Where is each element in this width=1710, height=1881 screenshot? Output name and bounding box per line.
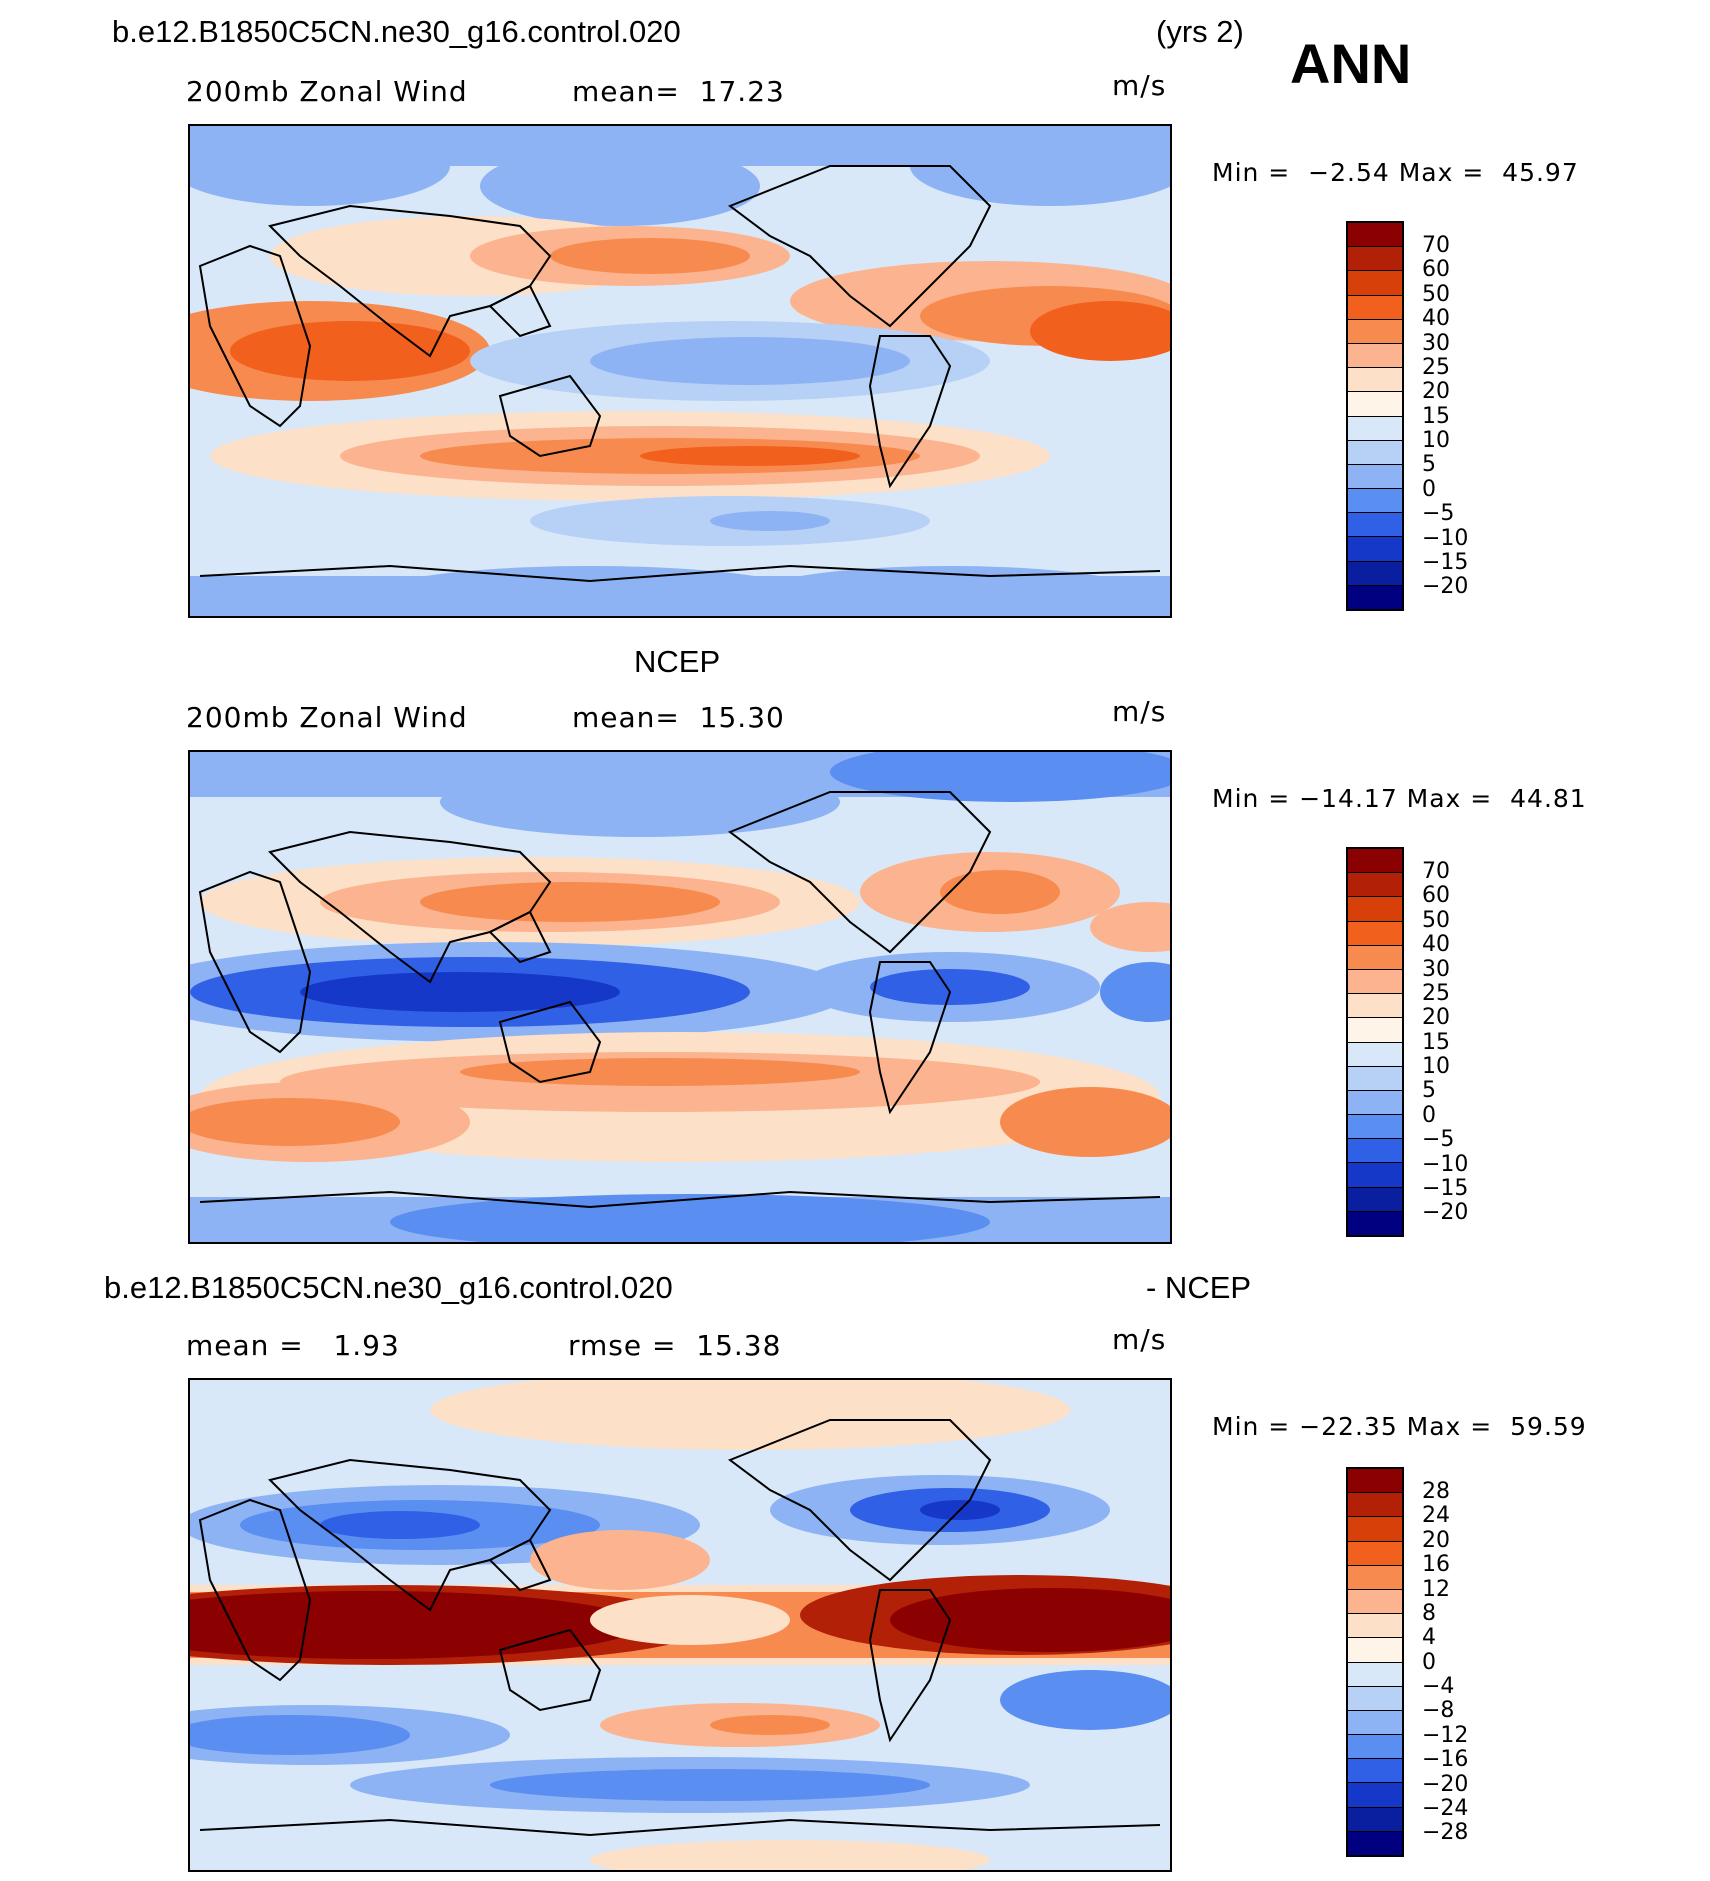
cbar-tick: 28 — [1422, 1479, 1450, 1504]
cbar-tick: −12 — [1422, 1722, 1469, 1748]
cbar-tick: −10 — [1422, 1151, 1469, 1177]
panel2-title: NCEP — [634, 644, 721, 679]
cbar-tick: −16 — [1422, 1747, 1469, 1773]
cbar-tick: −20 — [1422, 1200, 1469, 1226]
panel3-mean-label: mean = 1.93 — [186, 1329, 400, 1362]
cbar-tick: −15 — [1422, 1175, 1469, 1201]
cbar-tick: 15 — [1422, 1029, 1450, 1055]
cbar-tick: 30 — [1422, 956, 1450, 982]
panel3-title-right: - NCEP — [1146, 1270, 1252, 1305]
cbar-tick: 40 — [1422, 306, 1450, 332]
south-america-outline — [868, 335, 952, 489]
years-label: (yrs 2) — [1156, 14, 1244, 49]
panel3-map — [188, 1378, 1172, 1872]
cbar-tick: −5 — [1422, 1127, 1455, 1153]
north-america-outline — [727, 165, 992, 328]
cbar-tick: −5 — [1422, 501, 1455, 527]
panel1-min-max: Min = −2.54 Max = 45.97 — [1212, 158, 1579, 187]
panel1-map — [188, 124, 1172, 618]
season-label: ANN — [1290, 32, 1412, 95]
cbar-tick: 20 — [1422, 1527, 1450, 1553]
panel2-map — [188, 750, 1172, 1244]
cbar-tick: 5 — [1422, 1078, 1436, 1104]
cbar-tick: 4 — [1422, 1625, 1436, 1651]
panel2-min-max: Min = −14.17 Max = 44.81 — [1212, 784, 1587, 813]
panel2-field-label: 200mb Zonal Wind — [186, 701, 468, 734]
cbar-tick: 20 — [1422, 379, 1450, 405]
panel1-colorbar — [1346, 221, 1404, 611]
cbar-tick: 16 — [1422, 1552, 1450, 1578]
case-name-title: b.e12.B1850C5CN.ne30_g16.control.020 — [112, 14, 681, 49]
panel3-units: m/s — [1112, 1323, 1167, 1356]
cbar-tick: 30 — [1422, 330, 1450, 356]
cbar-tick: 25 — [1422, 980, 1450, 1006]
cbar-tick: 50 — [1422, 281, 1450, 307]
cbar-tick: 0 — [1422, 1102, 1436, 1128]
panel2-colorbar — [1346, 847, 1404, 1237]
cbar-tick: 0 — [1422, 476, 1436, 502]
cbar-tick: −10 — [1422, 525, 1469, 551]
panel3-rmse-label: rmse = 15.38 — [568, 1329, 782, 1362]
panel3-min-max: Min = −22.35 Max = 59.59 — [1212, 1412, 1587, 1441]
cbar-tick: −20 — [1422, 574, 1469, 600]
cbar-tick: −4 — [1422, 1674, 1455, 1699]
panel1-mean-label: mean= 17.23 — [572, 75, 785, 108]
cbar-tick: 20 — [1422, 1005, 1450, 1031]
cbar-tick: 0 — [1422, 1649, 1436, 1675]
panel3-title-left: b.e12.B1850C5CN.ne30_g16.control.020 — [104, 1270, 673, 1305]
cbar-tick: 70 — [1422, 233, 1450, 258]
panel2-map-svg — [190, 752, 1170, 1242]
cbar-tick: 25 — [1422, 354, 1450, 380]
cbar-tick: 70 — [1422, 859, 1450, 884]
cbar-tick: −24 — [1422, 1795, 1469, 1821]
cbar-tick: 12 — [1422, 1576, 1450, 1602]
cbar-tick: −20 — [1422, 1771, 1469, 1797]
panel1-map-svg — [190, 126, 1170, 616]
cbar-tick: 8 — [1422, 1600, 1436, 1626]
panel3-map-svg — [190, 1380, 1170, 1870]
cbar-tick: 10 — [1422, 428, 1450, 453]
cbar-tick: −28 — [1422, 1820, 1469, 1846]
cbar-tick: 5 — [1422, 452, 1436, 478]
cbar-tick: 60 — [1422, 257, 1450, 283]
panel2-units: m/s — [1112, 695, 1167, 728]
cbar-tick: 15 — [1422, 403, 1450, 429]
panel1-field-label: 200mb Zonal Wind — [186, 75, 468, 108]
panel2-mean-label: mean= 15.30 — [572, 701, 785, 734]
panel1-units: m/s — [1112, 69, 1167, 102]
africa-outline — [198, 244, 312, 428]
cbar-tick: 40 — [1422, 932, 1450, 958]
cbar-tick: 10 — [1422, 1054, 1450, 1079]
panel3-colorbar — [1346, 1467, 1404, 1857]
cbar-tick: −15 — [1422, 549, 1469, 575]
cbar-tick: 50 — [1422, 907, 1450, 933]
cbar-tick: −8 — [1422, 1698, 1455, 1724]
cbar-tick: 24 — [1422, 1503, 1450, 1529]
cbar-tick: 60 — [1422, 883, 1450, 909]
australia-outline — [498, 374, 602, 458]
